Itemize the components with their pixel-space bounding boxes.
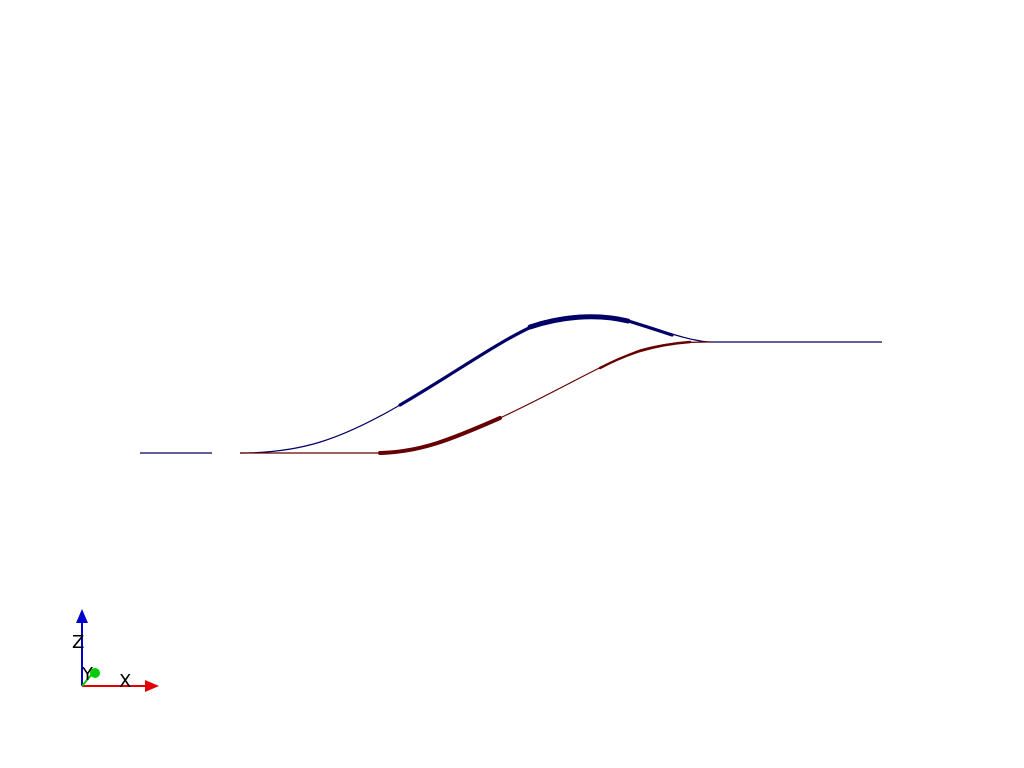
lower-curve-right-band bbox=[598, 340, 692, 370]
z-axis-label: Z bbox=[72, 632, 84, 653]
lower-curve-thick-band bbox=[378, 416, 502, 455]
upper-curve-thick-band bbox=[398, 314, 674, 407]
x-axis-label: X bbox=[119, 671, 131, 692]
y-axis-line bbox=[81, 673, 93, 687]
x-axis-arrowhead bbox=[145, 680, 159, 692]
y-axis-label: Y bbox=[81, 664, 94, 685]
y-axis-arrowhead bbox=[90, 668, 100, 678]
upper-curve bbox=[140, 314, 882, 454]
lower-curve bbox=[240, 340, 711, 455]
orientation-widget: Z Y X bbox=[72, 609, 159, 692]
z-axis-arrowhead bbox=[76, 609, 88, 623]
upper-curve-peak-band bbox=[527, 314, 631, 330]
